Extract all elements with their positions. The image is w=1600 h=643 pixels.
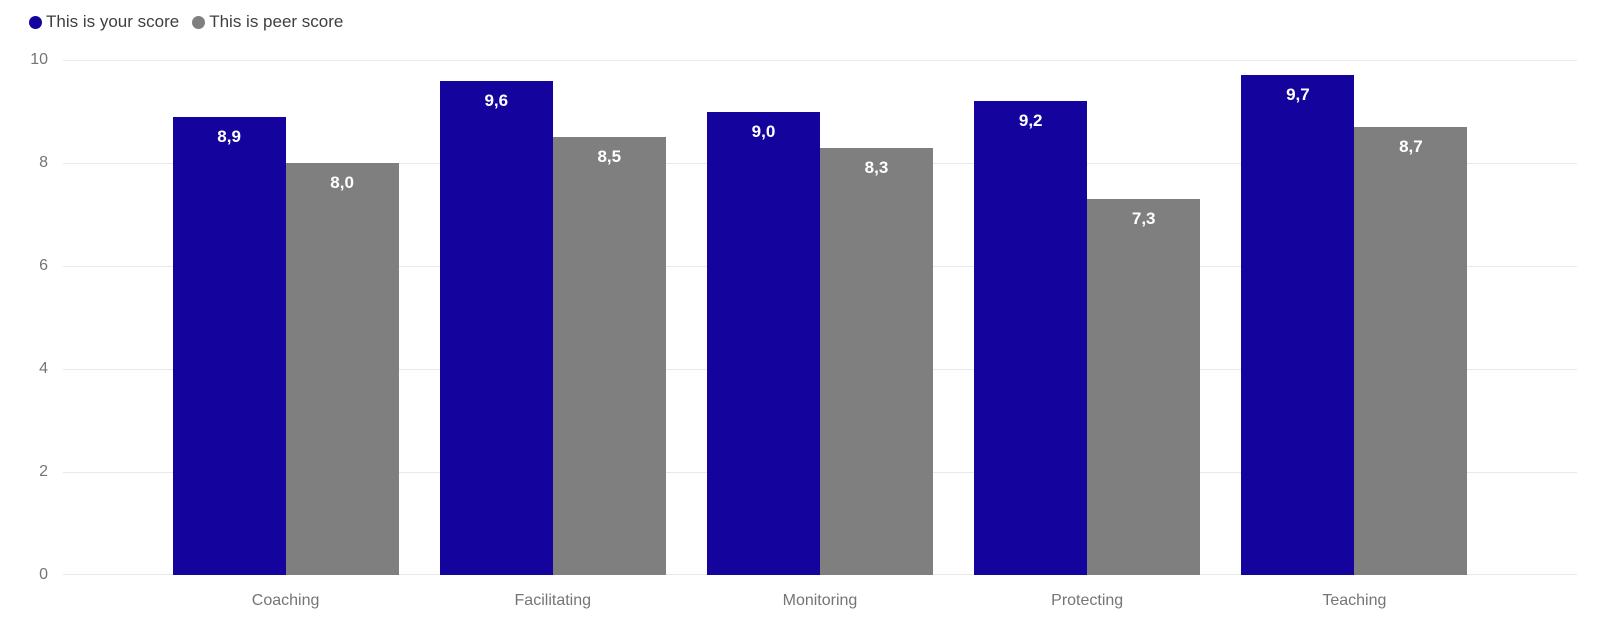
legend-item-your-score[interactable]: This is your score [29, 12, 179, 32]
bar-value-label-your-score-coaching: 8,9 [217, 126, 241, 146]
legend: This is your score This is peer score [29, 12, 343, 32]
x-category-label-monitoring: Monitoring [782, 592, 858, 609]
bar-your-score-monitoring[interactable]: 9,0 [707, 111, 820, 575]
legend-label-peer-score: This is peer score [209, 12, 344, 31]
y-axis-tick-label-10: 10 [30, 51, 48, 68]
x-category-label-coaching: Coaching [251, 592, 320, 609]
bar-value-label-your-score-facilitating: 9,6 [484, 90, 509, 110]
plot-area: 8,9 8,0 9,6 8,5 9,0 8,3 9,2 7,3 9,7 8,7 [63, 60, 1577, 575]
x-category-label-protecting: Protecting [1051, 592, 1124, 609]
legend-item-peer-score[interactable]: This is peer score [192, 12, 343, 32]
bar-value-label-your-score-teaching: 9,7 [1286, 85, 1310, 105]
bar-your-score-protecting[interactable]: 9,2 [974, 101, 1088, 575]
legend-label-your-score: This is your score [46, 12, 180, 31]
bar-value-label-peer-score-coaching: 8,0 [330, 173, 354, 192]
bar-peer-score-facilitating[interactable]: 8,5 [552, 137, 666, 575]
bar-value-label-peer-score-monitoring: 8,3 [864, 157, 889, 177]
bar-your-score-coaching[interactable]: 8,9 [172, 116, 286, 575]
y-axis-labels: 0 2 4 6 8 10 [0, 51, 48, 583]
x-axis-labels: Coaching Facilitating Monitoring Protecting… [63, 590, 1577, 612]
y-axis-tick-label-2: 2 [39, 463, 48, 480]
x-category-label-teaching: Teaching [1322, 592, 1387, 609]
y-axis-tick-label-4: 4 [39, 360, 48, 377]
bar-peer-score-teaching[interactable]: 8,7 [1354, 126, 1468, 575]
x-category-label-facilitating: Facilitating [514, 592, 592, 609]
y-axis-tick-label-8: 8 [39, 154, 48, 171]
bar-peer-score-coaching[interactable]: 8,0 [285, 163, 399, 575]
bar-peer-score-protecting[interactable]: 7,3 [1087, 199, 1201, 575]
bar-value-label-peer-score-protecting: 7,3 [1131, 209, 1156, 229]
y-axis-tick-label-6: 6 [39, 257, 48, 274]
legend-dot-your-score-icon [29, 15, 42, 29]
bar-your-score-teaching[interactable]: 9,7 [1241, 75, 1355, 575]
bar-value-label-your-score-protecting: 9,2 [1018, 111, 1043, 131]
legend-dot-peer-score-icon [192, 15, 206, 29]
y-axis-tick-label-0: 0 [39, 566, 48, 583]
gridline-10 [63, 60, 1577, 61]
bar-your-score-facilitating[interactable]: 9,6 [439, 80, 553, 575]
bar-value-label-your-score-monitoring: 9,0 [751, 121, 776, 141]
bar-value-label-peer-score-teaching: 8,7 [1399, 136, 1423, 156]
bar-value-label-peer-score-facilitating: 8,5 [597, 147, 622, 167]
bar-peer-score-monitoring[interactable]: 8,3 [820, 147, 933, 575]
